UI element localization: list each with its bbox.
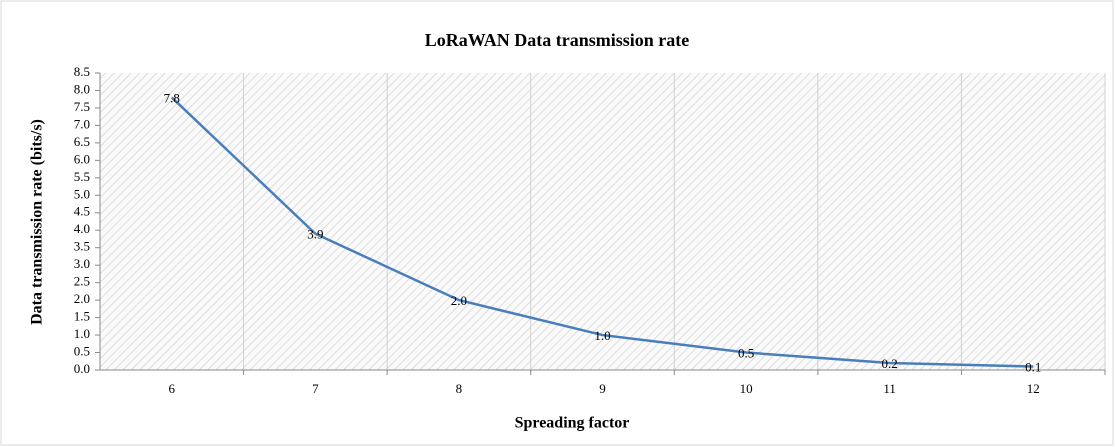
y-tick-label: 4.5 xyxy=(74,204,90,219)
y-tick-label: 8.0 xyxy=(74,81,90,96)
y-tick-label: 8.5 xyxy=(74,64,90,79)
data-label: 0.5 xyxy=(738,346,754,361)
x-tick-label: 6 xyxy=(169,381,176,396)
plot-area xyxy=(100,73,1105,370)
y-tick-label: 3.5 xyxy=(74,239,90,254)
y-tick-label: 4.0 xyxy=(74,221,90,236)
y-tick-label: 1.0 xyxy=(74,326,90,341)
x-tick-label: 9 xyxy=(599,381,606,396)
y-tick-label: 0.0 xyxy=(74,361,90,376)
y-axis-title: Data transmission rate (bits/s) xyxy=(29,119,46,325)
y-tick-label: 5.5 xyxy=(74,169,90,184)
y-tick-label: 2.0 xyxy=(74,291,90,306)
y-tick-label: 1.5 xyxy=(74,309,90,324)
x-axis-title: Spreading factor xyxy=(515,415,630,432)
y-tick-label: 3.0 xyxy=(74,256,90,271)
y-tick-label: 6.0 xyxy=(74,151,90,166)
data-label: 2.0 xyxy=(451,293,467,308)
y-tick-label: 2.5 xyxy=(74,274,90,289)
y-tick-label: 7.5 xyxy=(74,99,90,114)
data-label: 3.9 xyxy=(307,227,323,242)
y-tick-label: 7.0 xyxy=(74,116,90,131)
y-tick-label: 5.0 xyxy=(74,186,90,201)
x-tick-label: 8 xyxy=(456,381,463,396)
y-tick-label: 0.5 xyxy=(74,344,90,359)
data-label: 1.0 xyxy=(594,328,610,343)
data-label: 0.1 xyxy=(1025,359,1041,374)
x-tick-label: 12 xyxy=(1027,381,1040,396)
data-line xyxy=(170,96,1034,368)
x-tick-label: 10 xyxy=(740,381,753,396)
x-tick-label: 7 xyxy=(312,381,319,396)
data-label: 7.8 xyxy=(164,90,180,105)
chart-title: LoRaWAN Data transmission rate xyxy=(425,30,690,50)
y-tick-label: 6.5 xyxy=(74,134,90,149)
x-tick-label: 11 xyxy=(883,381,896,396)
data-label: 0.2 xyxy=(882,356,898,371)
